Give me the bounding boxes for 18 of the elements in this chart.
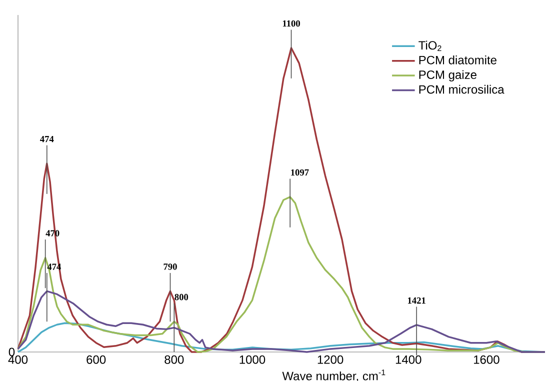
x-tick-label: 1000 <box>240 355 266 364</box>
text: 0 <box>8 348 15 356</box>
annotation: 790 <box>164 264 177 270</box>
x-tick-label: 1400 <box>396 355 422 364</box>
x-tick-label: 400 <box>8 355 28 364</box>
x-tick-label: 1600 <box>474 355 500 364</box>
x-tick-label: 600 <box>86 355 106 364</box>
annotation: 1421 <box>408 297 426 304</box>
annotation: 800 <box>174 294 188 300</box>
annotation: 1100 <box>282 20 300 27</box>
annotation: 474 <box>40 136 54 142</box>
legend-label: PCM gaize <box>419 70 476 82</box>
legend-label: PCM microsilica <box>419 84 504 94</box>
legend-label: PCM diatomite <box>419 56 496 64</box>
x-tick-label: 800 <box>164 355 184 364</box>
annotation: 1097 <box>291 169 309 176</box>
legend-label: TiO$_{2}$ <box>418 40 442 51</box>
x-tick-label: 1200 <box>318 355 344 364</box>
